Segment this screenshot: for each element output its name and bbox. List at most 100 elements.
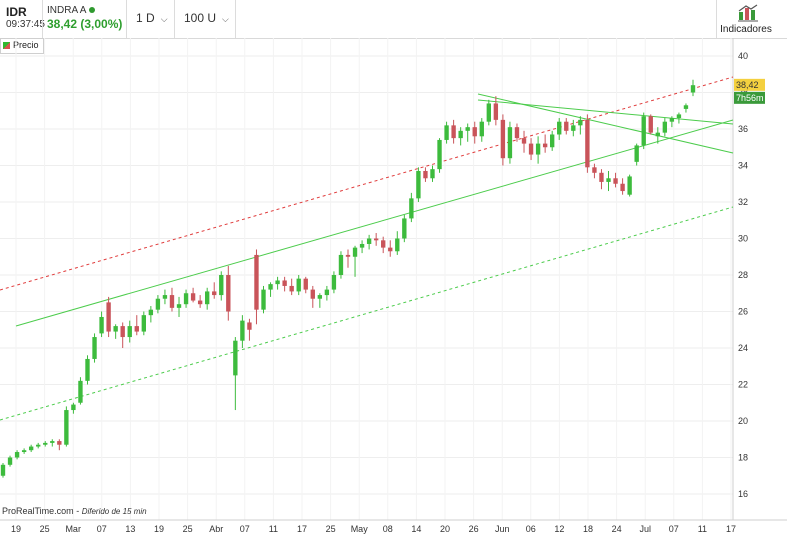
candle-body: [7, 457, 13, 465]
candle-body: [127, 326, 132, 338]
candle-body: [366, 238, 372, 244]
source-label: ProRealTime.com: [2, 506, 74, 516]
candle-body: [373, 238, 379, 241]
quote-time: 09:37:45: [6, 19, 45, 30]
candle-body: [296, 278, 301, 292]
toolbar: IDR 09:37:45 INDRA A 38,42 (3,00%) 1 D ⌵ …: [0, 0, 787, 39]
candle-body: [535, 143, 541, 155]
candle-body: [21, 450, 27, 453]
candle-body: [599, 172, 604, 182]
y-tick-label: 40: [738, 51, 748, 61]
candle-body: [99, 316, 104, 334]
interval-dropdown[interactable]: 1 D ⌵: [136, 11, 168, 25]
units-value: 100 U: [184, 11, 217, 25]
candles-legend-icon: [3, 42, 10, 50]
candle-body: [592, 167, 597, 173]
candle-body: [388, 247, 393, 252]
last-price-change: 38,42 (3,00%): [47, 17, 123, 31]
x-tick-label: 12: [554, 524, 564, 534]
y-tick-label: 26: [738, 307, 748, 317]
candle-body: [310, 289, 315, 299]
candle-body: [219, 275, 224, 296]
candle-body: [359, 243, 365, 248]
candle-body: [472, 127, 477, 137]
lower-channel-line: [0, 206, 734, 421]
x-tick-label: 07: [240, 524, 250, 534]
x-tick-label: 25: [183, 524, 193, 534]
candle-body: [669, 118, 675, 122]
candle-body: [71, 404, 76, 411]
units-dropdown[interactable]: 100 U ⌵: [184, 11, 229, 25]
toolbar-divider: [716, 0, 717, 38]
x-tick-label: 25: [40, 524, 50, 534]
chevron-down-icon: ⌵: [160, 14, 168, 24]
candle-body: [303, 278, 308, 290]
candle-body: [226, 275, 231, 312]
candle-body: [423, 170, 428, 179]
toolbar-divider: [42, 0, 43, 38]
indicators-button[interactable]: Indicadores: [716, 2, 787, 38]
candle-body: [571, 125, 576, 131]
y-tick-label: 16: [738, 489, 748, 499]
candle-body: [338, 254, 344, 275]
x-tick-label: 14: [411, 524, 421, 534]
ticker-symbol[interactable]: IDR: [6, 5, 27, 19]
candle-body: [352, 247, 358, 257]
countdown-tag-text: 7h56m: [736, 93, 764, 103]
candle-body: [578, 119, 583, 126]
candle-body: [36, 444, 41, 447]
resistance-line: [477, 99, 734, 125]
candle-body: [28, 446, 34, 451]
toolbar-divider: [235, 0, 236, 38]
candle-body: [324, 289, 330, 296]
candle-body: [676, 114, 682, 119]
interval-value: 1 D: [136, 11, 155, 25]
candle-body: [57, 441, 62, 445]
candle-body: [0, 464, 6, 476]
chart-footer: ProRealTime.com - Diferido de 15 min: [2, 506, 147, 516]
indicators-icon: [738, 4, 758, 22]
candle-body: [542, 143, 548, 148]
candle-body: [113, 326, 118, 332]
candle-body: [120, 326, 125, 338]
candle-body: [437, 139, 442, 170]
indicators-label: Indicadores: [720, 24, 772, 35]
candle-body: [690, 85, 696, 93]
x-tick-label: 07: [669, 524, 679, 534]
candle-body: [247, 322, 252, 330]
x-tick-label: 13: [125, 524, 135, 534]
x-tick-label: 25: [326, 524, 336, 534]
candle-body: [395, 238, 400, 252]
last-price-tag: [734, 78, 765, 91]
candle-body: [268, 284, 273, 290]
candle-body: [655, 132, 660, 137]
candle-body: [261, 289, 266, 310]
candle-body: [43, 442, 48, 445]
toolbar-divider: [174, 0, 175, 38]
candle-body: [402, 218, 407, 239]
y-tick-label: 28: [738, 270, 748, 280]
y-tick-label: 30: [738, 234, 748, 244]
y-tick-label: 18: [738, 453, 748, 463]
series-legend[interactable]: Precio: [0, 38, 44, 54]
candle-body: [197, 300, 203, 305]
x-tick-label: 07: [97, 524, 107, 534]
candle-body: [550, 134, 555, 148]
x-tick-label: Jun: [495, 524, 510, 534]
x-tick-label: 17: [297, 524, 307, 534]
candle-body: [416, 170, 421, 199]
x-tick-label: 24: [612, 524, 622, 534]
live-status-icon: [89, 7, 96, 14]
candle-body: [254, 254, 259, 310]
instrument-name: INDRA A: [47, 5, 96, 16]
candle-body: [465, 127, 470, 131]
candle-body: [521, 138, 527, 144]
candle-body: [162, 295, 168, 299]
x-tick-label: 26: [469, 524, 479, 534]
candle-body: [240, 320, 245, 341]
x-tick-label: Abr: [209, 524, 223, 534]
candle-body: [106, 302, 111, 332]
y-tick-label: 24: [738, 343, 748, 353]
candle-body: [500, 119, 506, 159]
